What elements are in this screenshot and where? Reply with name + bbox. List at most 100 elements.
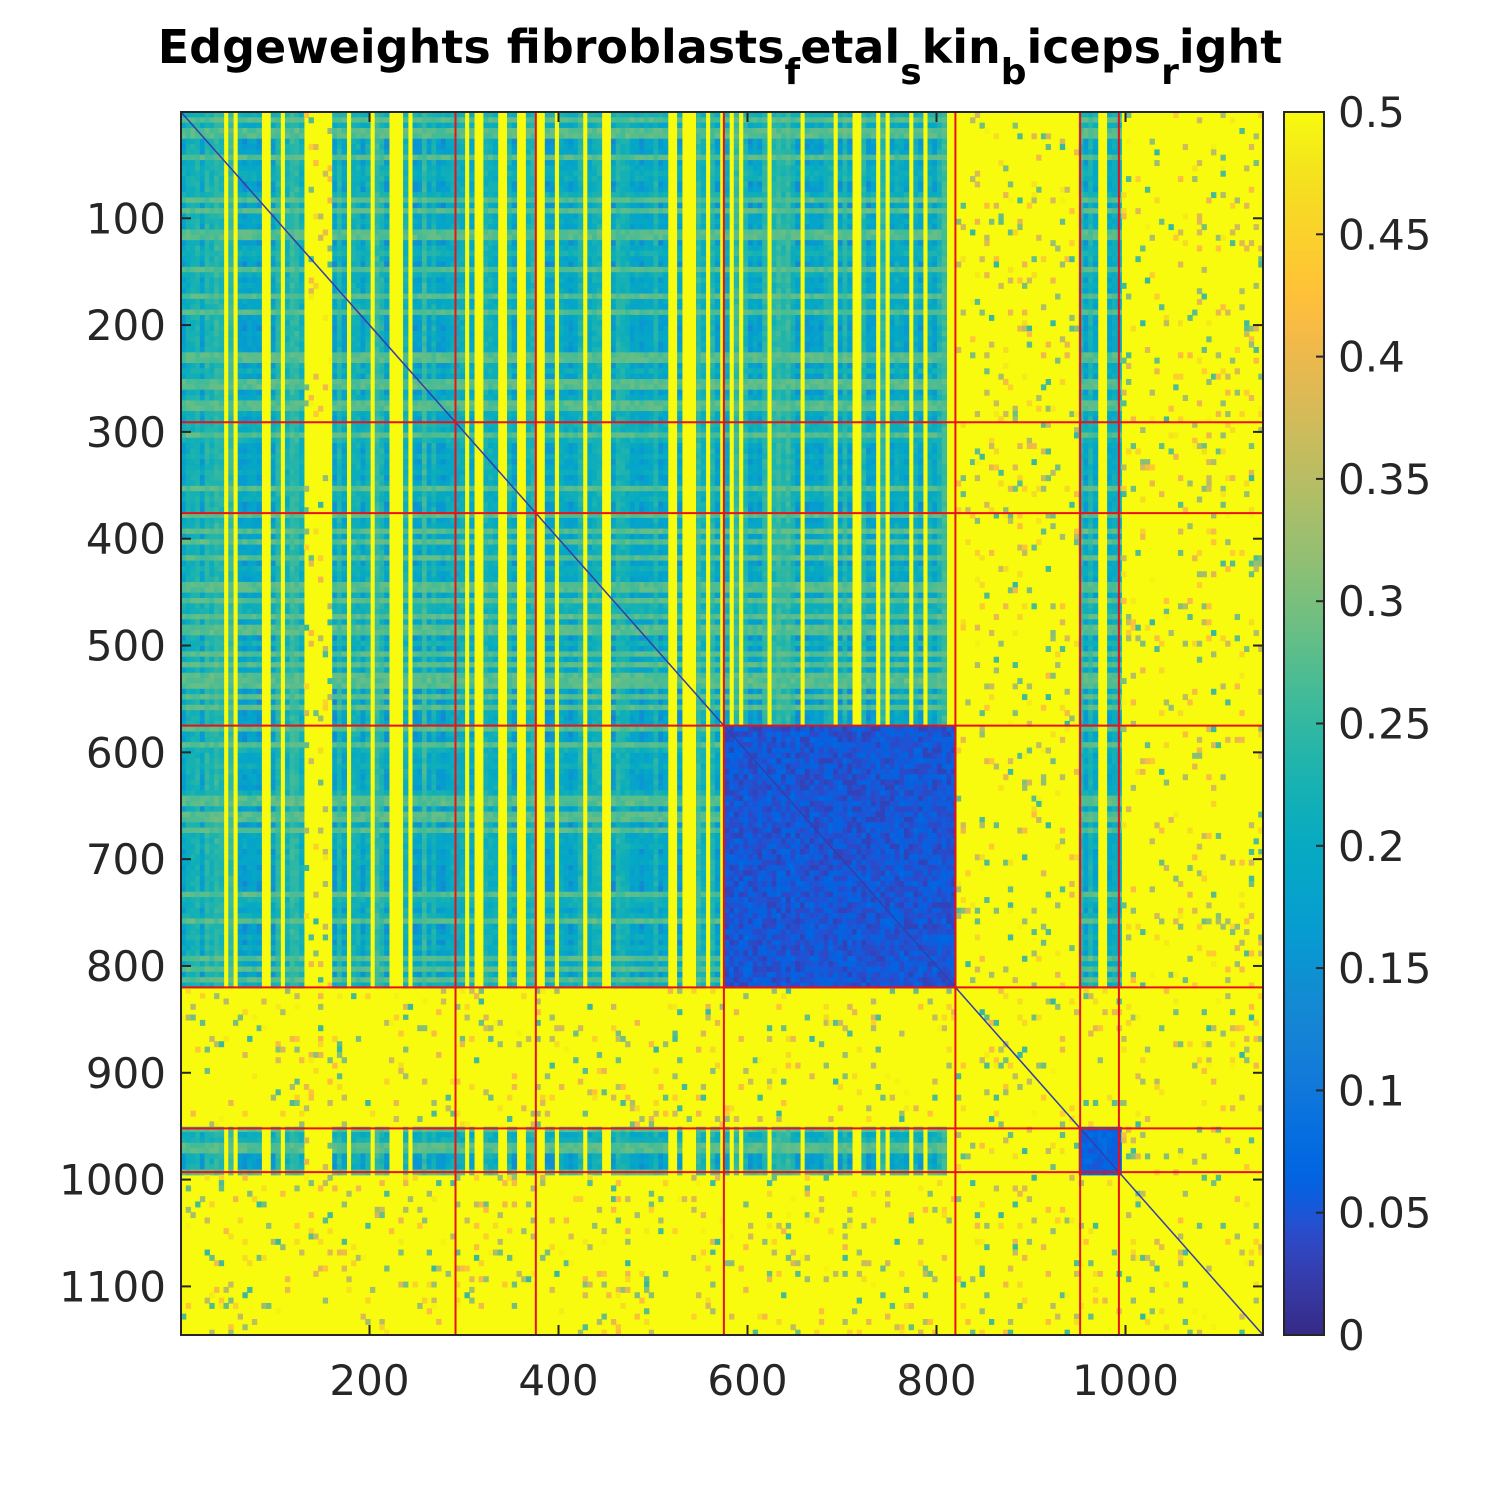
heatmap-cell	[757, 192, 762, 198]
heatmap-cell	[488, 203, 493, 209]
heatmap-cell	[1060, 144, 1065, 150]
heatmap-cell	[228, 176, 233, 182]
heatmap-cell	[493, 160, 498, 166]
heatmap-cell	[644, 315, 649, 321]
heatmap-cell	[379, 203, 384, 209]
heatmap-cell	[422, 283, 427, 289]
heatmap-cell	[238, 208, 243, 214]
heatmap-cell	[493, 155, 498, 161]
heatmap-cell	[932, 155, 937, 161]
heatmap-cell	[677, 208, 682, 214]
heatmap-cell	[271, 160, 276, 166]
heatmap-cell	[781, 139, 786, 145]
heatmap-cell	[1093, 246, 1098, 252]
heatmap-cell	[696, 197, 701, 203]
heatmap-cell	[842, 299, 847, 305]
heatmap-cell	[205, 262, 210, 268]
heatmap-cell	[592, 176, 597, 182]
heatmap-cell	[422, 160, 427, 166]
heatmap-cell	[715, 203, 720, 209]
heatmap-cell	[299, 294, 304, 300]
heatmap-cell	[294, 310, 299, 316]
heatmap-cell	[332, 229, 337, 235]
heatmap-cell	[658, 160, 663, 166]
heatmap-cell	[918, 256, 923, 262]
heatmap-cell	[871, 117, 876, 123]
heatmap-cell	[242, 304, 247, 310]
heatmap-cell	[913, 123, 918, 129]
heatmap-cell	[630, 240, 635, 246]
heatmap-cell	[734, 294, 739, 300]
heatmap-cell	[970, 117, 975, 123]
heatmap-cell	[696, 320, 701, 326]
heatmap-cell	[592, 165, 597, 171]
heatmap-cell	[809, 213, 814, 219]
heatmap-cell	[413, 123, 418, 129]
heatmap-cell	[620, 213, 625, 219]
heatmap-cell	[550, 171, 555, 177]
heatmap-cell	[677, 288, 682, 294]
heatmap-cell	[294, 144, 299, 150]
heatmap-cell	[838, 224, 843, 230]
heatmap-cell	[507, 139, 512, 145]
heatmap-cell	[653, 320, 658, 326]
heatmap-cell	[379, 288, 384, 294]
heatmap-cell	[361, 299, 366, 305]
heatmap-cell	[871, 246, 876, 252]
heatmap-cell	[214, 240, 219, 246]
heatmap-cell	[403, 203, 408, 209]
heatmap-cell	[507, 278, 512, 284]
heatmap-cell	[337, 310, 342, 316]
heatmap-cell	[526, 187, 531, 193]
heatmap-cell	[488, 304, 493, 310]
heatmap-cell	[1112, 229, 1117, 235]
heatmap-cell	[285, 299, 290, 305]
heatmap-cell	[625, 267, 630, 273]
heatmap-cell	[195, 165, 200, 171]
heatmap-cell	[384, 267, 389, 273]
heatmap-cell	[1017, 224, 1022, 230]
heatmap-cell	[904, 128, 909, 134]
heatmap-cell	[658, 213, 663, 219]
heatmap-cell	[866, 272, 871, 278]
heatmap-cell	[436, 133, 441, 139]
heatmap-cell	[847, 235, 852, 241]
heatmap-cell	[431, 187, 436, 193]
heatmap-cell	[597, 203, 602, 209]
heatmap-cell	[715, 144, 720, 150]
heatmap-cell	[1093, 294, 1098, 300]
heatmap-cell	[677, 224, 682, 230]
heatmap-cell	[658, 283, 663, 289]
heatmap-cell	[550, 181, 555, 187]
heatmap-cell	[351, 224, 356, 230]
heatmap-cell	[446, 235, 451, 241]
heatmap-cell	[417, 267, 422, 273]
heatmap-cell	[937, 235, 942, 241]
heatmap-cell	[587, 294, 592, 300]
heatmap-cell	[469, 288, 474, 294]
heatmap-cell	[1107, 192, 1112, 198]
heatmap-cell	[384, 176, 389, 182]
heatmap-cell	[356, 272, 361, 278]
heatmap-cell	[894, 213, 899, 219]
heatmap-cell	[677, 192, 682, 198]
heatmap-cell	[753, 203, 758, 209]
heatmap-cell	[786, 165, 791, 171]
heatmap-cell	[332, 144, 337, 150]
heatmap-cell	[431, 133, 436, 139]
heatmap-cell	[578, 267, 583, 273]
heatmap-cell	[247, 197, 252, 203]
heatmap-cell	[644, 160, 649, 166]
heatmap-cell	[597, 272, 602, 278]
heatmap-cell	[351, 299, 356, 305]
heatmap-cell	[880, 278, 885, 284]
heatmap-cell	[257, 315, 262, 321]
heatmap-cell	[507, 123, 512, 129]
heatmap-cell	[663, 192, 668, 198]
heatmap-cell	[994, 262, 999, 268]
heatmap-cell	[422, 267, 427, 273]
heatmap-cell	[559, 240, 564, 246]
heatmap-cell	[578, 288, 583, 294]
heatmap-cell	[568, 171, 573, 177]
heatmap-cell	[375, 267, 380, 273]
